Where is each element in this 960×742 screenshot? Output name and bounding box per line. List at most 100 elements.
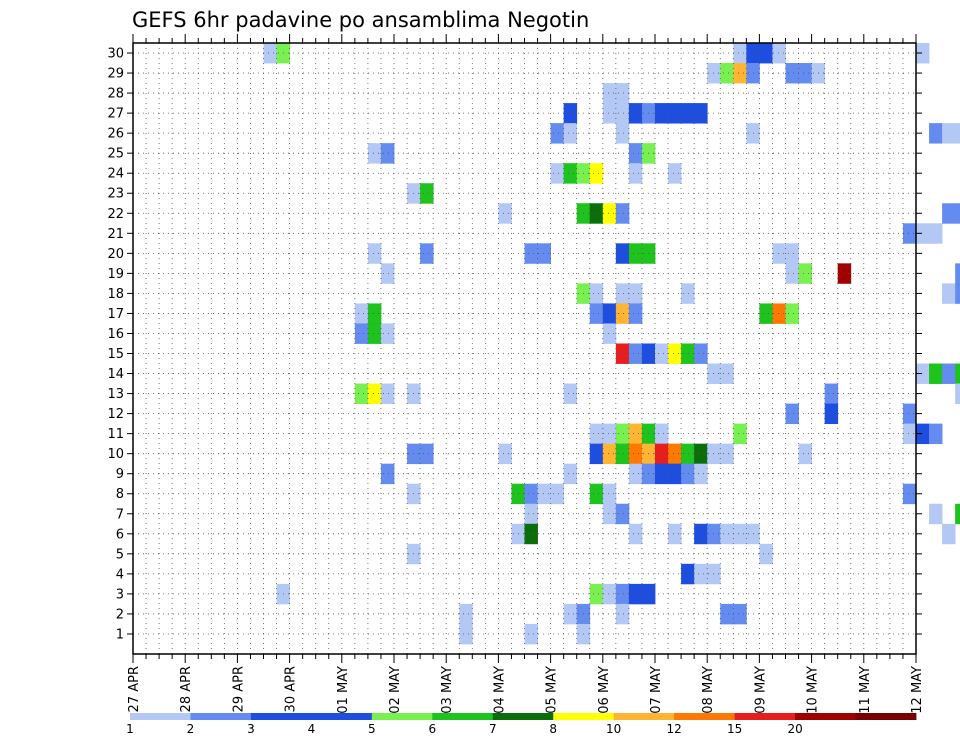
heatmap-cell [955,383,960,404]
chart-title: GEFS 6hr padavine po ansamblima Negotin [132,8,589,32]
heatmap-cell [902,423,917,445]
heatmap-cell [694,523,708,545]
colorbar-swatch [190,713,252,720]
x-tick-label: 03 MAY [440,666,455,714]
heatmap-cell [694,343,708,364]
x-tick-label: 28 APR [179,666,194,712]
heatmap-cell [459,603,473,625]
y-tick-label: 11 [107,427,124,442]
heatmap-cell [955,363,960,384]
heatmap-cells [263,43,960,645]
y-tick-label: 24 [107,167,124,182]
heatmap-cell [550,483,565,505]
heatmap-cell [668,523,682,545]
colorbar-label: 3 [247,722,255,736]
heatmap-cell [628,583,643,605]
x-tick-label: 05 MAY [545,666,560,714]
heatmap-cell [798,263,812,284]
heatmap-cell [367,303,382,324]
x-tick-label: 01 MAY [336,666,351,714]
y-tick-label: 9 [116,467,124,482]
y-tick-label: 3 [116,587,124,602]
colorbar-swatch [432,713,494,720]
heatmap-cell [929,363,943,384]
heatmap-cell [655,443,669,465]
heatmap-cell [615,83,630,104]
heatmap-cell [615,503,630,525]
heatmap-cell [785,63,799,84]
colorbar-swatch [130,713,191,720]
heatmap-cell [733,603,747,625]
heatmap-cell [668,443,682,465]
heatmap-cell [563,383,578,404]
heatmap-cell [602,303,617,324]
y-tick-label: 17 [107,307,124,322]
heatmap-cell [785,263,799,284]
heatmap-cell [929,423,943,445]
heatmap-cell [354,383,369,404]
heatmap-cell [628,343,643,364]
heatmap-cell [628,443,643,465]
heatmap-cell [772,43,786,64]
heatmap-cell [681,103,695,124]
heatmap-cell [615,243,630,264]
heatmap-cell [824,383,839,404]
heatmap-cell [655,103,669,124]
colorbar-swatch [855,713,917,720]
y-tick-label: 29 [107,67,124,82]
heatmap-cell [694,463,708,485]
heatmap-cell [589,203,604,224]
heatmap-cell [602,483,617,505]
colorbar-swatch [311,713,373,720]
heatmap-cell [420,183,434,204]
colorbar-swatch [674,713,736,720]
x-tick-label: 02 MAY [388,666,403,714]
heatmap-cell [524,503,538,525]
heatmap-cell [354,323,369,344]
heatmap-cell [380,323,395,344]
y-tick-label: 5 [116,547,124,562]
colorbar-swatch [250,713,312,720]
heatmap-cell [772,243,786,264]
heatmap-cell [759,303,773,324]
colorbar-swatch [371,713,433,720]
heatmap-cell [772,303,786,324]
heatmap-cell [263,43,277,64]
y-tick-label: 14 [107,367,124,382]
y-tick-label: 22 [107,207,124,222]
heatmap-cell [602,203,617,224]
heatmap-cell [759,543,773,565]
heatmap-cell [955,123,960,144]
heatmap-cell [602,103,617,124]
colorbar-swatch [492,713,554,720]
heatmap-cell [837,263,852,284]
heatmap-cell [380,263,395,284]
x-tick-label: 30 APR [284,666,299,712]
heatmap-cell [615,303,630,324]
heatmap-cell [681,343,695,364]
heatmap-cell [550,163,565,184]
heatmap-cell [615,583,630,605]
heatmap-cell [720,443,734,465]
heatmap-cell [615,123,630,144]
heatmap-cell [563,463,578,485]
y-tick-label: 4 [116,567,124,582]
heatmap-cell [615,203,630,224]
colorbar-swatch [613,713,675,720]
heatmap-cell [628,243,643,264]
heatmap-cell [628,163,643,184]
heatmap-cell [628,103,643,124]
colorbar-label: 20 [787,722,802,736]
heatmap-cell [681,283,695,304]
heatmap-cell [785,243,799,264]
colorbar-swatch [734,713,796,720]
heatmap-cell [498,203,512,224]
heatmap-cell [615,443,630,465]
heatmap-cell [668,463,682,485]
x-tick-label: 27 APR [127,666,142,712]
heatmap-cell [524,523,538,545]
heatmap-cell [955,263,960,284]
heatmap-cell [367,243,382,264]
heatmap-cell [942,123,956,144]
y-tick-label: 1 [116,627,124,642]
